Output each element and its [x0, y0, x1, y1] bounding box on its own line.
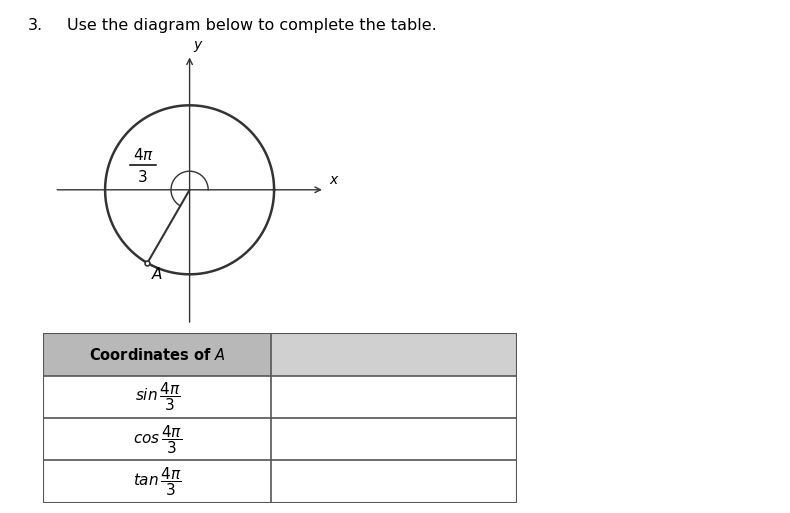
Text: $4\pi$: $4\pi$	[133, 147, 154, 163]
Bar	[271, 461, 517, 503]
Bar	[271, 376, 517, 418]
Bar	[43, 376, 271, 418]
Bar	[43, 418, 271, 461]
Text: $\mathbf{Coordinates\ of}$ $\mathit{A}$: $\mathbf{Coordinates\ of}$ $\mathit{A}$	[89, 347, 225, 363]
Text: y: y	[194, 38, 202, 52]
Bar	[271, 418, 517, 461]
Text: $sin\,\dfrac{4\pi}{3}$: $sin\,\dfrac{4\pi}{3}$	[134, 381, 180, 413]
Text: Use the diagram below to complete the table.: Use the diagram below to complete the ta…	[67, 18, 437, 33]
Bar	[43, 333, 271, 376]
Text: 3: 3	[138, 169, 148, 185]
Bar	[43, 461, 271, 503]
Text: A: A	[152, 267, 162, 282]
Text: x: x	[329, 173, 337, 187]
Text: $cos\,\dfrac{4\pi}{3}$: $cos\,\dfrac{4\pi}{3}$	[133, 423, 182, 456]
Text: $tan\,\dfrac{4\pi}{3}$: $tan\,\dfrac{4\pi}{3}$	[133, 465, 182, 498]
Text: 3.: 3.	[28, 18, 43, 33]
Bar	[271, 333, 517, 376]
